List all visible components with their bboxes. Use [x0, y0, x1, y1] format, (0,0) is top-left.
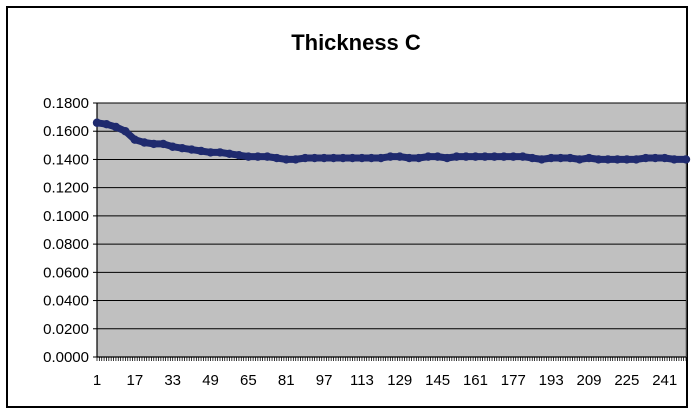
data-point	[405, 153, 414, 163]
x-tick-label: 225	[614, 372, 639, 389]
data-point	[395, 152, 404, 161]
x-tick-label: 97	[316, 372, 333, 389]
data-point	[263, 152, 272, 161]
data-point	[509, 152, 518, 161]
plot-area	[96, 102, 687, 358]
data-point	[357, 153, 367, 163]
x-tick-label: 49	[202, 372, 219, 389]
data-point	[651, 153, 660, 163]
chart-title: Thickness C	[291, 30, 421, 55]
data-point	[272, 153, 281, 163]
data-point	[499, 152, 509, 161]
data-point	[613, 155, 622, 164]
x-tick-label: 65	[240, 372, 257, 389]
data-point	[244, 152, 253, 161]
x-tick-label: 161	[463, 372, 488, 389]
axes	[93, 102, 687, 361]
data-point	[206, 148, 215, 157]
x-tick-label: 177	[501, 372, 526, 389]
data-point	[338, 153, 348, 163]
data-point	[282, 155, 291, 164]
y-tick-label: 0.0600	[43, 264, 89, 281]
data-point	[376, 153, 386, 163]
data-point	[187, 145, 196, 154]
data-point	[433, 152, 442, 161]
data-point	[225, 149, 234, 158]
data-point	[253, 152, 263, 161]
y-axis-tick-labels: 0.0000 0.0200 0.0400 0.0600 0.0800 0.1000 0.12…	[43, 95, 89, 366]
data-point	[471, 152, 480, 161]
y-tick-label: 0.0000	[43, 349, 89, 366]
data-point	[234, 151, 244, 160]
y-tick-label: 0.0800	[43, 236, 89, 253]
data-point	[130, 135, 140, 144]
data-point	[556, 153, 565, 163]
data-point	[300, 153, 310, 163]
data-point	[319, 153, 329, 163]
data-point	[149, 139, 158, 149]
data-point	[291, 155, 300, 164]
x-tick-label: 33	[164, 372, 181, 389]
data-point	[669, 155, 679, 164]
series-thickness-c	[92, 118, 691, 164]
data-point	[641, 153, 650, 163]
x-tick-label: 1	[93, 372, 101, 389]
data-point	[423, 152, 433, 161]
data-point	[177, 143, 187, 153]
x-tick-label: 241	[652, 372, 677, 389]
y-tick-label: 0.0200	[43, 321, 89, 338]
data-point	[518, 152, 527, 161]
y-tick-label: 0.1600	[43, 123, 89, 140]
data-point	[102, 119, 111, 129]
y-tick-label: 0.1800	[43, 95, 89, 112]
data-point	[386, 152, 395, 161]
data-point	[584, 153, 594, 163]
data-point	[348, 153, 357, 163]
data-point	[565, 153, 575, 163]
y-tick-label: 0.1200	[43, 180, 89, 197]
x-tick-label: 81	[278, 372, 295, 389]
x-axis-tick-labels: 1 17 33 49 65 81 97 113 129 145 161 177 193 209 225 241	[93, 372, 677, 389]
data-point	[594, 155, 603, 164]
y-tick-label: 0.0400	[43, 293, 89, 310]
data-point	[461, 152, 471, 161]
x-tick-label: 145	[425, 372, 450, 389]
data-point	[196, 146, 206, 156]
data-point	[329, 153, 338, 163]
x-tick-label: 193	[539, 372, 564, 389]
data-point	[367, 153, 376, 163]
data-point	[310, 153, 319, 163]
data-point	[121, 127, 130, 136]
data-point	[603, 155, 613, 164]
data-point	[480, 152, 490, 161]
data-point	[546, 153, 556, 163]
y-tick-label: 0.1400	[43, 151, 89, 168]
data-point	[92, 118, 102, 127]
data-point	[528, 153, 537, 163]
data-point	[632, 155, 641, 164]
x-tick-label: 209	[577, 372, 602, 389]
data-point	[168, 142, 177, 151]
data-point	[681, 155, 691, 164]
data-point	[414, 153, 423, 163]
data-point	[452, 152, 461, 161]
data-point	[622, 155, 632, 164]
x-tick-label: 129	[387, 372, 412, 389]
data-point	[575, 155, 584, 164]
data-point	[660, 153, 669, 163]
data-point	[111, 122, 121, 132]
data-point	[537, 155, 546, 164]
data-point	[442, 153, 452, 163]
x-tick-label: 113	[350, 372, 374, 389]
data-point	[215, 148, 225, 157]
x-tick-label: 17	[127, 372, 144, 389]
data-point	[490, 152, 499, 161]
data-point	[159, 139, 168, 149]
data-point	[140, 138, 149, 147]
y-tick-label: 0.1000	[43, 208, 89, 225]
